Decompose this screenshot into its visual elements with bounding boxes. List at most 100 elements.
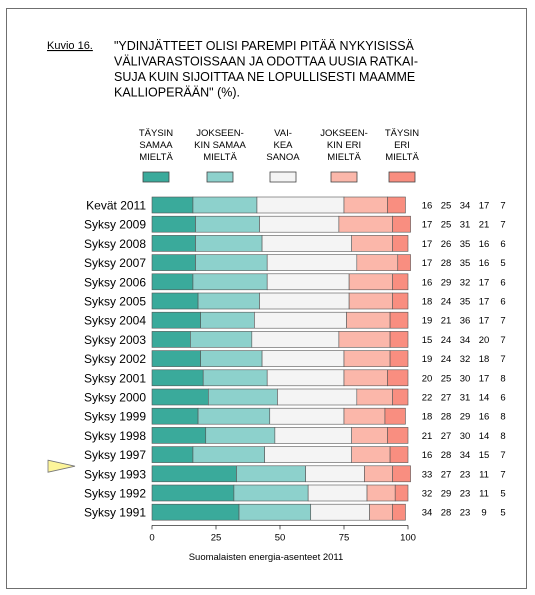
legend-swatch: [142, 171, 170, 183]
value-label: 15: [422, 335, 433, 346]
value-label: 32: [460, 277, 471, 288]
legend-swatch: [388, 171, 416, 183]
category-label: Syksy 2009: [84, 218, 146, 232]
bar-segment: [151, 446, 194, 463]
legend-label: KIN ERI: [327, 140, 361, 151]
value-label: 17: [479, 316, 490, 327]
bar-segment: [233, 484, 309, 502]
value-label: 15: [479, 450, 490, 461]
value-label: 25: [441, 220, 452, 231]
value-label: 34: [460, 201, 471, 212]
bar-segment: [266, 369, 345, 387]
category-label: Syksy 2005: [84, 295, 146, 309]
value-label: 14: [479, 431, 490, 442]
legend-label: MIELTÄ: [203, 152, 237, 163]
bar-segment: [343, 196, 388, 214]
bar-segment: [192, 446, 265, 463]
bar-segment: [151, 503, 240, 521]
bar-segment: [387, 196, 406, 214]
bar-segment: [351, 235, 393, 252]
category-label: Syksy 1993: [84, 467, 146, 481]
bar-segment: [151, 196, 194, 214]
value-label: 16: [479, 258, 490, 269]
bar-segment: [277, 388, 358, 406]
value-label: 32: [422, 489, 433, 500]
bar-segment: [151, 465, 237, 483]
bar-segment: [389, 311, 409, 329]
value-label: 18: [422, 297, 433, 308]
bar-segment: [197, 292, 260, 310]
value-label: 34: [460, 335, 471, 346]
value-label: 8: [500, 412, 505, 423]
value-label: 11: [479, 489, 489, 500]
bar-segment: [151, 369, 204, 387]
bar-segment: [274, 427, 352, 444]
category-label: Syksy 1998: [84, 429, 146, 443]
value-label: 7: [500, 201, 505, 212]
value-label: 18: [422, 412, 433, 423]
marker: [47, 459, 76, 473]
bar-segment: [307, 484, 368, 502]
bar-segment: [346, 311, 391, 329]
bar-segment: [151, 407, 199, 425]
category-label: Syksy 2006: [84, 275, 146, 289]
value-label: 28: [441, 450, 452, 461]
value-label: 17: [422, 239, 433, 250]
value-label: 18: [479, 354, 490, 365]
bar-segment: [338, 331, 391, 348]
value-label: 6: [500, 393, 505, 404]
value-label: 19: [422, 354, 433, 365]
value-label: 5: [500, 489, 505, 500]
value-label: 6: [500, 297, 505, 308]
value-label: 34: [460, 450, 471, 461]
bar-segment: [200, 350, 263, 367]
x-tick-label: 75: [339, 532, 350, 543]
category-label: Syksy 2000: [84, 391, 146, 405]
value-label: 30: [460, 373, 471, 384]
bar-segment: [254, 311, 347, 329]
value-label: 6: [500, 239, 505, 250]
x-axis: 0 25 50 75 100: [149, 525, 416, 543]
value-label: 23: [460, 489, 471, 500]
value-label: 36: [460, 316, 471, 327]
value-label: 17: [422, 258, 433, 269]
legend-label: MIELTÄ: [385, 152, 419, 163]
value-label: 17: [479, 373, 490, 384]
bar-segment: [151, 273, 194, 291]
value-label: 16: [422, 201, 433, 212]
value-label: 30: [460, 431, 471, 442]
value-label: 21: [479, 220, 490, 231]
bar-segment: [195, 254, 268, 271]
bar-segment: [236, 465, 306, 483]
category-label: Syksy 1991: [84, 506, 146, 520]
bar-segment: [264, 446, 352, 463]
bars: Kevät 2011 16 25 34 17 7 Syksy 2009 17 25 31 21 7 Sy…: [84, 196, 506, 521]
value-label: 24: [441, 335, 452, 346]
bar-segment: [392, 235, 409, 252]
bar-segment: [200, 311, 255, 329]
value-label: 8: [500, 373, 505, 384]
category-label: Syksy 2007: [84, 256, 146, 270]
value-label: 22: [422, 393, 433, 404]
legend-label: JOKSEEN-: [196, 128, 244, 139]
bar-segment: [392, 503, 406, 521]
bar-segment: [384, 407, 406, 425]
value-label: 20: [479, 335, 490, 346]
figure-title: "YDINJÄTTEET OLISI PAREMPI PITÄÄ NYKYISI…: [114, 39, 418, 100]
value-label: 33: [422, 469, 433, 480]
bar-segment: [190, 331, 253, 348]
value-label: 29: [441, 277, 452, 288]
bar-segment: [151, 254, 196, 271]
bar-segment: [389, 331, 409, 348]
bar-segment: [151, 292, 199, 310]
bar-segment: [351, 446, 391, 463]
bar-segment: [197, 407, 271, 425]
category-label: Syksy 1992: [84, 487, 146, 501]
value-label: 16: [479, 239, 490, 250]
value-label: 25: [441, 201, 452, 212]
category-label: Syksy 2008: [84, 237, 146, 251]
legend-label: JOKSEEN-: [320, 128, 368, 139]
value-label: 14: [479, 393, 490, 404]
bar-segment: [343, 407, 386, 425]
